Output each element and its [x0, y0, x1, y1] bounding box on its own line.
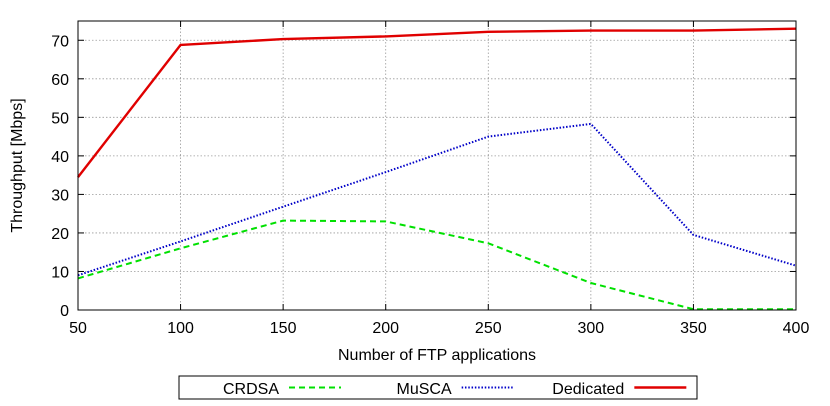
series-line-musca [77, 122, 797, 277]
legend-box [178, 375, 698, 400]
axis-ticks [77, 21, 797, 311]
y-tick-label: 20 [51, 226, 69, 243]
legend-items: CRDSA MuSCA Dedicated [223, 381, 687, 398]
x-tick-label: 150 [270, 320, 297, 337]
y-tick-label: 60 [51, 72, 69, 89]
y-axis-label: Throughput [Mbps] [9, 98, 26, 232]
x-tick-label: 400 [783, 320, 810, 337]
legend-label: CRDSA [223, 381, 279, 398]
y-tick-label: 0 [60, 303, 69, 320]
y-tick-label: 50 [51, 110, 69, 127]
grid-lines [78, 21, 796, 310]
legend-label: Dedicated [552, 381, 624, 398]
y-tick-label: 70 [51, 33, 69, 50]
series-line-crdsa [77, 219, 796, 311]
legend: CRDSA MuSCA Dedicated [178, 375, 698, 400]
x-axis-label: Number of FTP applications [338, 347, 536, 364]
x-tick-label: 300 [578, 320, 605, 337]
x-tick-label: 350 [680, 320, 707, 337]
x-tick-label: 100 [167, 320, 194, 337]
series-lines [77, 27, 797, 311]
y-tick-label: 40 [51, 149, 69, 166]
x-tick-label: 50 [69, 320, 87, 337]
series-line-dedicated [77, 27, 797, 178]
y-tick-label: 10 [51, 264, 69, 281]
x-tick-label: 200 [372, 320, 399, 337]
y-tick-label: 30 [51, 187, 69, 204]
tick-labels: 0 10 20 30 40 50 60 70 50 100 150 200 250 300 350 400 [51, 33, 809, 337]
x-tick-label: 250 [475, 320, 502, 337]
legend-label: MuSCA [397, 381, 452, 398]
plot-frame [77, 20, 797, 311]
